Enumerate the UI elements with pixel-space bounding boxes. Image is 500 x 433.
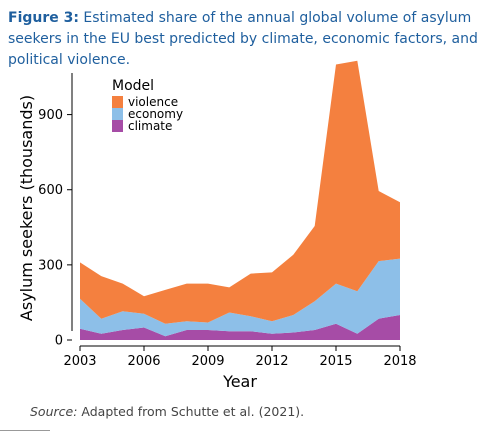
area-violence [80, 60, 400, 324]
area-climate [80, 315, 400, 340]
legend-swatch-economy [112, 108, 123, 120]
legend-label-economy: economy [128, 107, 183, 121]
legend-swatch-violence [112, 96, 123, 108]
footnote-rule [0, 430, 50, 431]
source-note: Source: Adapted from Schutte et al. (202… [30, 404, 304, 419]
legend-swatch-climate [112, 120, 123, 132]
y-tick-label-900: 900 [38, 108, 63, 123]
x-tick-label-2012: 2012 [255, 354, 288, 369]
area-economy [80, 258, 400, 337]
legend-label-climate: climate [128, 119, 172, 133]
source-label: Source: [30, 404, 78, 419]
x-tick-label-2018: 2018 [383, 354, 416, 369]
y-tick-label-0: 0 [55, 334, 63, 349]
legend-title: Model [112, 78, 154, 94]
figure-caption: Figure 3: Estimated share of the annual … [8, 8, 494, 71]
x-tick-label-2006: 2006 [127, 354, 160, 369]
x-axis-title: Year [222, 372, 257, 391]
y-tick-label-300: 300 [38, 258, 63, 273]
y-axis-title: Asylum seekers (thousands) [17, 95, 36, 321]
x-tick-label-2015: 2015 [319, 354, 352, 369]
x-tick-label-2009: 2009 [191, 354, 224, 369]
x-tick-label-2003: 2003 [63, 354, 96, 369]
legend-label-violence: violence [128, 95, 178, 109]
figure-caption-text: Estimated share of the annual global vol… [8, 10, 478, 68]
source-text: Adapted from Schutte et al. (2021). [77, 404, 305, 419]
stacked-area-chart: 0 300 600 900 2003 2006 2009 2012 2015 2018 Year As… [17, 60, 417, 391]
y-tick-label-600: 600 [38, 183, 63, 198]
figure-label: Figure 3: [8, 10, 79, 26]
